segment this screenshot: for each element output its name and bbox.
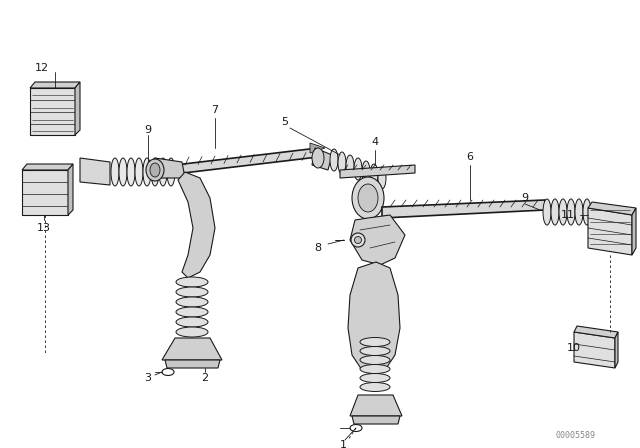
Text: 8: 8 [314,243,321,253]
Ellipse shape [360,383,390,392]
Polygon shape [574,332,615,368]
Ellipse shape [360,374,390,383]
Polygon shape [30,82,80,88]
Ellipse shape [176,297,208,307]
Ellipse shape [150,163,160,177]
Text: 11: 11 [561,210,575,220]
Polygon shape [162,338,222,360]
Polygon shape [632,208,636,255]
Polygon shape [588,202,636,215]
Ellipse shape [127,158,135,186]
Text: 10: 10 [567,343,581,353]
Ellipse shape [551,199,559,225]
Polygon shape [382,200,545,218]
Polygon shape [30,88,75,135]
Polygon shape [22,170,68,215]
Polygon shape [615,332,618,368]
Polygon shape [22,164,73,170]
Ellipse shape [370,164,378,186]
Ellipse shape [111,158,119,186]
Text: 2: 2 [202,373,209,383]
Ellipse shape [543,199,551,225]
Ellipse shape [354,158,362,180]
Text: 12: 12 [35,63,49,73]
Ellipse shape [567,199,575,225]
Text: 6: 6 [467,152,474,162]
Ellipse shape [176,327,208,337]
Ellipse shape [583,199,591,225]
Text: 9: 9 [145,125,152,135]
Polygon shape [75,82,80,135]
Polygon shape [80,158,110,185]
Ellipse shape [176,307,208,317]
Polygon shape [340,165,415,178]
Text: 7: 7 [211,105,219,115]
Text: 5: 5 [282,117,289,127]
Ellipse shape [352,177,384,219]
Ellipse shape [346,155,354,177]
Polygon shape [310,143,325,153]
Polygon shape [312,148,332,170]
Ellipse shape [176,287,208,297]
Ellipse shape [362,161,370,183]
Ellipse shape [559,199,567,225]
Ellipse shape [355,237,362,244]
Polygon shape [155,158,185,178]
Text: 3: 3 [145,373,152,383]
Ellipse shape [350,425,362,431]
Ellipse shape [176,317,208,327]
Polygon shape [165,360,220,368]
Polygon shape [350,215,405,265]
Polygon shape [350,395,402,416]
Polygon shape [352,416,400,424]
Ellipse shape [351,233,365,247]
Ellipse shape [358,184,378,212]
Polygon shape [348,262,400,375]
Text: 00005589: 00005589 [555,431,595,439]
Ellipse shape [162,369,174,375]
Ellipse shape [159,158,167,186]
Polygon shape [574,326,618,338]
Ellipse shape [167,158,175,186]
Text: 13: 13 [37,223,51,233]
Polygon shape [68,164,73,215]
Ellipse shape [312,148,324,168]
Ellipse shape [119,158,127,186]
Ellipse shape [135,158,143,186]
Ellipse shape [575,199,583,225]
Ellipse shape [143,158,151,186]
Polygon shape [175,148,318,174]
Ellipse shape [360,365,390,374]
Polygon shape [178,172,215,278]
Ellipse shape [146,159,164,181]
Ellipse shape [151,158,159,186]
Ellipse shape [330,149,338,171]
Ellipse shape [378,167,386,189]
Text: 9: 9 [522,193,529,203]
Ellipse shape [338,152,346,174]
Polygon shape [588,208,632,255]
Text: 4: 4 [371,137,379,147]
Ellipse shape [360,337,390,346]
Ellipse shape [360,356,390,365]
Text: 1: 1 [339,440,346,448]
Ellipse shape [360,346,390,356]
Ellipse shape [176,277,208,287]
